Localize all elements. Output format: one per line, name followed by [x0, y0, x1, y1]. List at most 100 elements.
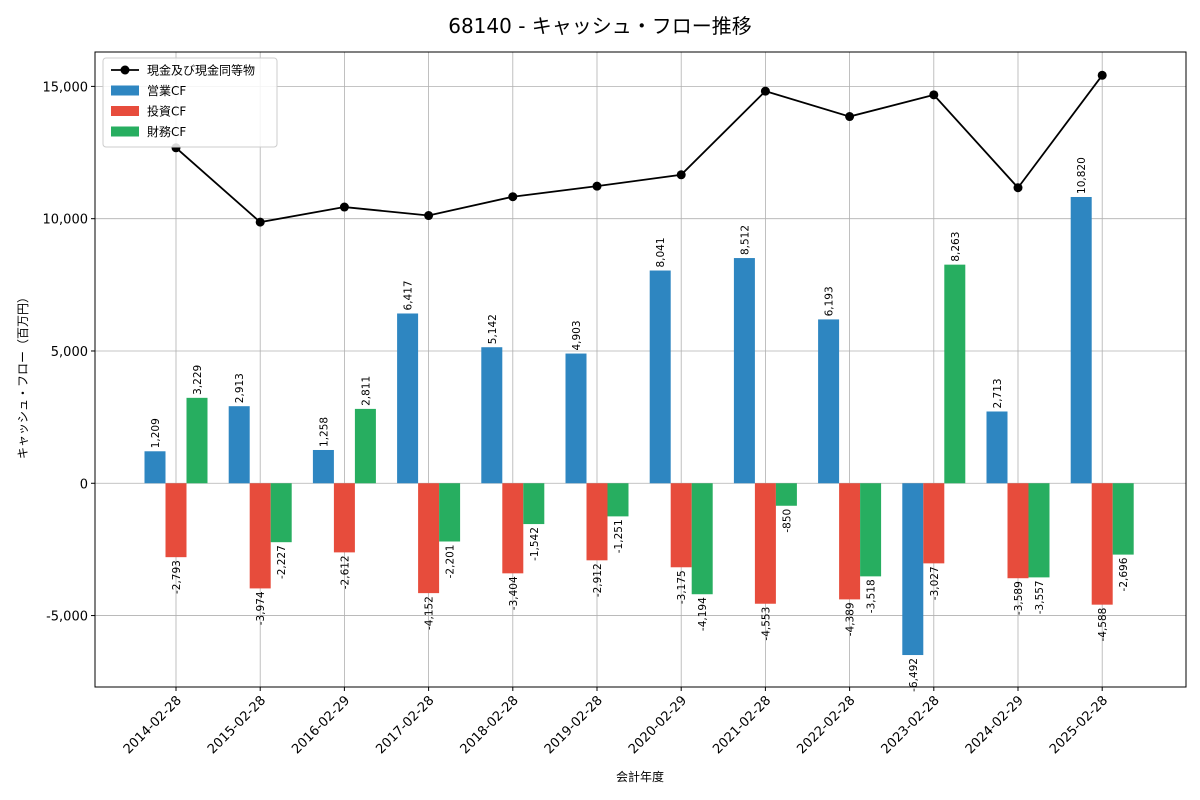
bar [986, 411, 1008, 484]
bar [1091, 483, 1113, 605]
bar [839, 483, 861, 600]
cash-point [676, 170, 686, 180]
bar [649, 270, 671, 484]
bar [312, 449, 334, 484]
data-label: -3,589 [1013, 581, 1025, 615]
data-label: 6,193 [824, 286, 836, 316]
data-label: -4,553 [760, 607, 772, 641]
x-tick-label: 2019-02-28 [542, 693, 606, 757]
data-label: -3,404 [508, 576, 520, 610]
bar [186, 397, 208, 484]
x-tick-label: 2016-02-29 [289, 693, 353, 757]
data-label: -2,793 [171, 560, 183, 594]
cash-point [255, 217, 265, 227]
x-tick-label: 2017-02-28 [373, 693, 437, 757]
data-label: 10,820 [1076, 157, 1088, 194]
data-label: 8,263 [950, 232, 962, 262]
axes: -5,000 0 5,000 10,000 15,000 2014-02-28 2015-0… [43, 51, 1187, 757]
cash-point [845, 112, 855, 122]
data-label: -1,542 [529, 527, 541, 561]
data-label: -4,194 [697, 597, 709, 631]
x-tick-label: 2023-02-28 [879, 693, 943, 757]
bar [481, 347, 503, 484]
data-label: 3,229 [192, 365, 204, 395]
data-label: 8,041 [655, 237, 667, 267]
data-label: 2,713 [992, 378, 1004, 408]
data-label: -6,492 [908, 658, 920, 692]
y-tick-label: 5,000 [51, 345, 88, 360]
bar [418, 483, 440, 594]
bar [249, 483, 271, 589]
data-label: -2,612 [339, 555, 351, 589]
data-label: 2,811 [360, 376, 372, 406]
data-label: -4,152 [424, 596, 436, 630]
bar [586, 483, 608, 561]
cash-point [760, 86, 770, 96]
legend-label: 営業CF [147, 84, 186, 98]
cash-line [171, 70, 1107, 227]
plot-frame [94, 51, 1187, 688]
data-label: -2,912 [592, 563, 604, 597]
data-label: -2,201 [445, 545, 457, 579]
data-label: 1,258 [318, 417, 330, 447]
bar [944, 264, 966, 484]
bar [333, 483, 355, 553]
legend-label: 現金及び現金同等物 [147, 63, 255, 78]
bar [1112, 483, 1134, 555]
bar [1028, 483, 1050, 578]
data-label: -850 [781, 509, 793, 533]
bars [144, 196, 1134, 656]
data-label: -4,389 [845, 602, 857, 636]
data-label: -2,227 [276, 545, 288, 579]
data-label: -3,175 [676, 570, 688, 604]
data-label: -3,518 [866, 579, 878, 613]
x-tick-label: 2015-02-28 [205, 693, 269, 757]
cash-point [424, 211, 434, 221]
bar [860, 483, 882, 577]
x-tick-label: 2024-02-29 [963, 693, 1027, 757]
bar [397, 313, 419, 484]
data-label: 4,903 [571, 320, 583, 350]
legend-label: 財務CF [147, 124, 186, 139]
bar [923, 483, 945, 564]
data-label: -3,974 [255, 591, 267, 625]
bar [354, 408, 376, 484]
cash-point [929, 90, 939, 100]
data-label: -3,557 [1034, 580, 1046, 614]
legend-swatch [111, 85, 139, 96]
cash-point [592, 181, 602, 191]
data-label: -2,696 [1118, 557, 1130, 591]
data-label: -3,027 [929, 566, 941, 600]
bar [754, 483, 776, 604]
legend-line-marker [120, 65, 130, 75]
legend-swatch [111, 106, 139, 116]
bar [902, 483, 924, 656]
cash-point [339, 202, 349, 212]
data-label: 6,417 [403, 280, 415, 310]
bar [144, 451, 166, 484]
data-labels: 1,209 2,913 1,258 6,417 5,142 4,903 8,041 8,512… [150, 157, 1130, 692]
data-label: -1,251 [613, 519, 625, 553]
y-tick-label: 0 [80, 477, 88, 492]
bar [270, 483, 292, 543]
bar [1007, 483, 1029, 579]
bar [607, 483, 629, 517]
y-tick-label: -5,000 [46, 610, 88, 625]
x-tick-label: 2025-02-28 [1047, 693, 1111, 757]
bar [165, 483, 187, 558]
x-axis-label: 会計年度 [616, 769, 664, 784]
x-tick-label: 2014-02-28 [121, 693, 185, 757]
y-tick-label: 10,000 [43, 213, 89, 228]
data-label: -4,588 [1097, 608, 1109, 642]
cash-point [508, 192, 518, 202]
cash-point [1013, 183, 1023, 193]
bar [439, 483, 461, 542]
bar [733, 258, 755, 484]
data-label: 8,512 [739, 225, 751, 255]
x-tick-label: 2022-02-28 [794, 693, 858, 757]
bar [565, 353, 587, 484]
cash-line-path [175, 74, 1103, 224]
